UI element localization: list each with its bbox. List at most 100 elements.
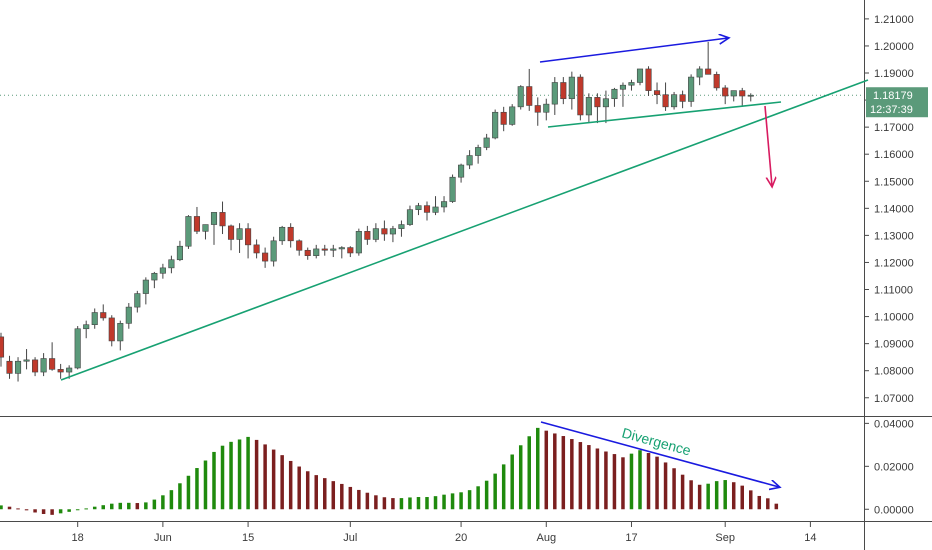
oscillator-bar-rising	[152, 499, 157, 510]
oscillator-bar-falling	[24, 509, 29, 511]
bullish-candle	[134, 293, 141, 308]
bullish-candle	[185, 216, 192, 247]
bullish-candle	[338, 247, 345, 250]
bearish-candle	[262, 252, 269, 262]
oscillator-bar-rising	[220, 445, 225, 510]
oscillator-bar-falling	[553, 433, 557, 510]
oscillator-bar-rising	[75, 509, 80, 511]
oscillator-bar-rising	[425, 497, 429, 510]
bearish-candle	[304, 249, 311, 256]
oscillator-bar-rising	[118, 502, 123, 510]
divergence-arrow[interactable]	[540, 421, 779, 487]
bullish-candle	[389, 228, 396, 235]
bullish-candle	[432, 206, 439, 213]
oscillator-bar-falling	[612, 454, 617, 510]
price-tick-label: 1.13000	[874, 230, 914, 242]
bullish-candle	[475, 147, 482, 156]
oscillator-bar-rising	[169, 490, 174, 510]
oscillator-bar-falling	[16, 508, 20, 510]
bearish-candle	[653, 90, 661, 95]
time-tick-label: 20	[455, 532, 467, 544]
bullish-candle	[628, 82, 635, 86]
oscillator-bar-falling	[749, 490, 753, 510]
time-tick-label: Aug	[536, 532, 556, 544]
oscillator-bar-falling	[263, 444, 267, 510]
bearish-candle	[227, 225, 235, 240]
oscillator-bar-rising	[229, 441, 233, 510]
oscillator-bar-falling	[382, 497, 387, 510]
oscillator-bar-rising	[467, 490, 472, 510]
bearish-candle	[679, 94, 686, 102]
bullish-candle	[74, 328, 81, 369]
bearish-candle	[296, 240, 303, 251]
bullish-candle	[449, 176, 456, 202]
bullish-candle	[23, 359, 30, 362]
time-tick-label: Jul	[343, 532, 357, 544]
oscillator-bar-falling	[331, 481, 336, 510]
price-tick-label: 1.16000	[874, 149, 914, 161]
bearish-candle	[347, 247, 354, 254]
oscillator-bar-falling	[135, 503, 140, 510]
bearish-candle	[560, 82, 567, 100]
oscillator-bar-rising	[484, 480, 489, 510]
oscillator-axis-ticks: 0.04000 0.02000 0.00000	[864, 418, 914, 516]
price-tick-label: 1.15000	[874, 176, 914, 188]
price-tick-label: 1.07000	[874, 393, 914, 405]
last-price-value: 1.18179	[873, 90, 913, 102]
oscillator-bar-falling	[305, 471, 310, 510]
bullish-candle	[671, 94, 678, 108]
oscillator-bar-falling	[33, 509, 37, 513]
osc-tick-label: 0.02000	[874, 461, 914, 473]
bearish-candle	[32, 359, 39, 373]
breakdown-arrow[interactable]	[764, 105, 772, 186]
wedge-resistance-arrow[interactable]	[539, 38, 728, 63]
bullish-candle	[585, 97, 592, 116]
bullish-candle	[406, 209, 414, 225]
time-tick-label: 18	[72, 532, 84, 544]
osc-tick-label: 0.04000	[874, 418, 914, 430]
oscillator-bar-falling	[50, 509, 54, 515]
rising-trendline[interactable]	[60, 79, 869, 381]
bullish-candle	[176, 245, 183, 261]
price-tick-label: 1.19000	[874, 68, 914, 80]
oscillator-bar-rising	[399, 498, 404, 510]
oscillator-bar-falling	[323, 478, 327, 510]
oscillator-bar-rising	[195, 468, 199, 510]
oscillator-bar-rising	[186, 475, 191, 510]
oscillator-bar-falling	[340, 483, 344, 510]
bullish-candle	[696, 68, 703, 78]
bullish-candle	[509, 106, 516, 125]
bearish-candle	[534, 105, 541, 113]
oscillator-bar-rising	[714, 481, 719, 510]
bullish-candle	[202, 224, 209, 232]
bullish-candle	[125, 306, 132, 324]
wedge-support-line[interactable]	[547, 101, 782, 128]
oscillator-bar-rising	[433, 496, 438, 510]
bullish-candle	[91, 312, 98, 325]
bullish-candle	[151, 272, 158, 281]
oscillator-bar-falling	[766, 498, 770, 510]
price-tick-label: 1.08000	[874, 366, 914, 378]
bullish-candle	[688, 76, 695, 102]
bullish-candle	[492, 111, 499, 139]
bullish-candle	[458, 164, 465, 178]
price-tick-label: 1.14000	[874, 203, 914, 215]
oscillator-bar-rising	[629, 453, 634, 510]
oscillator-bar-rising	[203, 460, 208, 510]
oscillator-bar-falling	[697, 484, 702, 510]
bullish-candle	[440, 201, 448, 208]
price-tick-label: 1.09000	[874, 339, 914, 351]
bullish-candle	[236, 228, 243, 240]
oscillator-bar-rising	[450, 493, 455, 510]
oscillator-bar-falling	[374, 495, 378, 510]
oscillator-bar-falling	[655, 456, 659, 510]
bearish-candle	[193, 216, 201, 232]
price-tick-label: 1.17000	[874, 122, 914, 134]
oscillator-bar-falling	[365, 492, 370, 510]
bearish-candle	[49, 358, 56, 370]
bullish-candle	[730, 90, 737, 97]
bearish-candle	[739, 90, 746, 97]
last-price-badge: 1.18179 12:37:39	[866, 87, 928, 118]
bullish-candle	[619, 84, 627, 90]
